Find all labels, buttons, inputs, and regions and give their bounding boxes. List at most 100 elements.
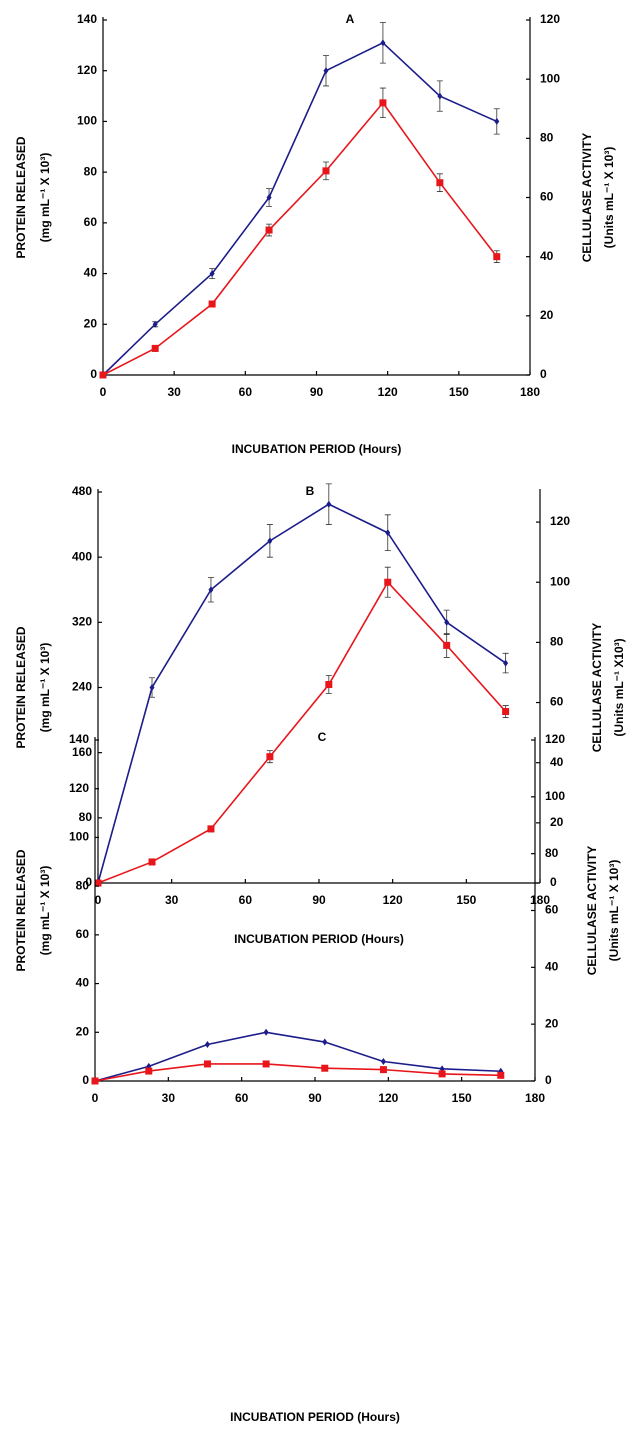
y-tick-label: 240 [72, 680, 92, 694]
y2-tick-label: 120 [545, 732, 565, 746]
y2-axis-title: CELLULASE ACTIVITY [585, 846, 599, 976]
x-tick-label: 90 [312, 893, 326, 907]
x-tick-label: 60 [235, 1091, 249, 1105]
data-point [379, 1066, 387, 1074]
y2-tick-label: 80 [550, 635, 564, 649]
data-point [151, 344, 159, 352]
y2-axis-title: CELLULASE ACTIVITY [590, 623, 604, 753]
y-tick-label: 140 [77, 12, 97, 26]
y2-axis-title: (Units mL⁻¹ X10³) [612, 638, 626, 736]
y2-tick-label: 100 [545, 789, 565, 803]
data-point [263, 1028, 269, 1036]
y2-tick-label: 40 [545, 960, 559, 974]
y-tick-label: 100 [77, 114, 97, 128]
panel-title: A [346, 12, 355, 26]
x-tick-label: 30 [162, 1091, 176, 1105]
y-tick-label: 80 [79, 810, 93, 824]
x-tick-label: 30 [167, 385, 181, 399]
data-point [436, 179, 444, 187]
data-point [379, 99, 387, 107]
data-point [204, 1040, 210, 1048]
series-line [94, 1063, 501, 1082]
data-point [94, 879, 102, 887]
y-tick-label: 60 [84, 215, 98, 229]
data-point [145, 1067, 153, 1075]
data-point [203, 1060, 211, 1068]
data-point [493, 253, 501, 261]
data-point [438, 1070, 446, 1078]
y2-axis-title: (Units mL⁻¹ X 10³) [607, 860, 621, 962]
data-point [502, 708, 510, 716]
x-tick-label: 150 [456, 893, 476, 907]
y2-tick-label: 100 [540, 71, 560, 85]
data-point [443, 641, 451, 649]
y-tick-label: 120 [69, 781, 89, 795]
data-point [380, 1058, 386, 1066]
y2-tick-label: 20 [550, 815, 564, 829]
y2-tick-label: 0 [540, 367, 547, 381]
y-axis-title: (mg mL⁻¹ X 10³) [38, 643, 52, 733]
series-line [102, 41, 498, 376]
y-axis-title: PROTEIN RELEASED [14, 849, 28, 971]
data-point [99, 371, 107, 379]
x-tick-label: 180 [520, 385, 540, 399]
x-tick-label: 150 [449, 385, 469, 399]
series-line [97, 503, 507, 884]
y-tick-label: 100 [69, 830, 89, 844]
data-point [208, 300, 216, 308]
y2-axis-title: (Units mL⁻¹ X 10³) [602, 147, 616, 249]
x-tick-label: 150 [452, 1091, 472, 1105]
y2-tick-label: 60 [550, 695, 564, 709]
y-tick-label: 60 [76, 927, 90, 941]
panel-title: C [318, 730, 327, 744]
data-point [91, 1077, 99, 1085]
data-point [321, 1064, 329, 1072]
x-tick-label: 0 [95, 893, 102, 907]
x-tick-label: 180 [525, 1091, 545, 1105]
x-axis-title: INCUBATION PERIOD (Hours) [230, 1410, 400, 1424]
y-tick-label: 0 [90, 367, 97, 381]
y-tick-label: 320 [72, 615, 92, 629]
series-line [97, 580, 507, 884]
x-tick-label: 0 [100, 385, 107, 399]
y-axis-title: PROTEIN RELEASED [14, 626, 28, 748]
y-axis-title: (mg mL⁻¹ X 10³) [38, 153, 52, 243]
x-axis-title: INCUBATION PERIOD (Hours) [234, 932, 404, 946]
data-point [209, 270, 215, 278]
data-point [497, 1071, 505, 1079]
x-tick-label: 60 [239, 893, 253, 907]
y-tick-label: 80 [84, 164, 98, 178]
y2-tick-label: 60 [545, 903, 559, 917]
y-tick-label: 40 [76, 976, 90, 990]
data-point [266, 753, 274, 761]
data-point [262, 1060, 270, 1068]
panel: 0 20 40 60 80 100 120 140 0 20 40 60 80 100 120 0 30 60 90… [14, 12, 616, 456]
y2-tick-label: 120 [540, 12, 560, 26]
y2-axis-title: CELLULASE ACTIVITY [580, 133, 594, 263]
y2-tick-label: 60 [540, 190, 554, 204]
panel-title: B [306, 484, 315, 498]
data-point [266, 194, 272, 201]
y2-tick-label: 0 [545, 1073, 552, 1087]
data-point [208, 586, 214, 594]
y2-tick-label: 80 [540, 131, 554, 145]
x-tick-label: 90 [310, 385, 324, 399]
y2-tick-label: 40 [540, 249, 554, 263]
data-point [148, 858, 156, 866]
x-tick-label: 30 [165, 893, 179, 907]
y2-tick-label: 80 [545, 846, 559, 860]
y-tick-label: 160 [72, 745, 92, 759]
data-point [207, 825, 215, 833]
data-point [149, 684, 155, 691]
data-point [152, 320, 158, 328]
data-point [494, 117, 500, 125]
y-tick-label: 400 [72, 549, 92, 563]
y-tick-label: 80 [76, 878, 90, 892]
y-tick-label: 120 [77, 63, 97, 77]
data-point [444, 618, 450, 626]
y-tick-label: 140 [69, 732, 89, 746]
y2-tick-label: 40 [550, 755, 564, 769]
data-point [322, 1038, 328, 1046]
